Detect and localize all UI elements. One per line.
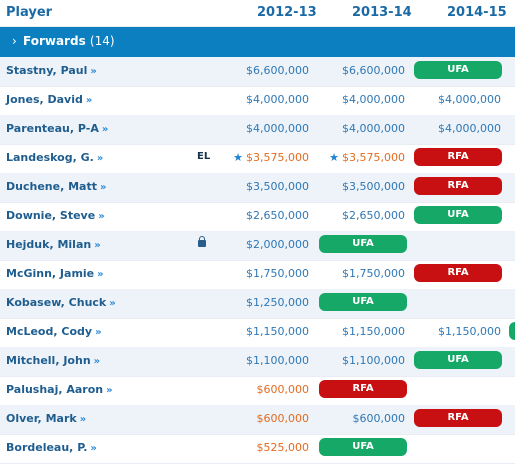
salary-2012-13: $2,000,000 [246, 238, 309, 251]
salary-2014-15: $1,150,000 [438, 325, 501, 338]
player-name-link[interactable]: Duchene, Matt» [6, 180, 107, 193]
arrow-icon: » [93, 356, 101, 367]
status-badge: UFA [319, 293, 407, 311]
player-name-link[interactable]: Parenteau, P-A» [6, 122, 109, 135]
status-badge: UFA [414, 61, 502, 79]
table-row: Bordeleau, P.» $525,000 UFA [0, 434, 515, 464]
status-badge: UFA [319, 438, 407, 456]
salary-2013-14: $4,000,000 [342, 93, 405, 106]
year-2013-14-header[interactable]: 2013-14 [352, 5, 412, 20]
arrow-icon: » [85, 95, 93, 106]
player-name-link[interactable]: McGinn, Jamie» [6, 267, 104, 280]
salary-2013-14: $1,150,000 [342, 325, 405, 338]
status-badge: RFA [414, 177, 502, 195]
player-column-header[interactable]: Player [6, 5, 53, 20]
arrow-icon: » [90, 66, 97, 77]
table-header: Player 2012-13 2013-14 2014-15 [0, 0, 515, 27]
arrow-icon: » [94, 240, 101, 251]
salary-2013-14: $600,000 [352, 412, 406, 425]
salary-2012-13: $6,600,000 [246, 64, 309, 77]
salary-2012-13: $4,000,000 [246, 93, 309, 106]
player-name-link[interactable]: Downie, Steve» [6, 209, 105, 222]
arrow-icon: » [98, 211, 105, 222]
salary-2012-13: $1,100,000 [246, 354, 309, 367]
salary-2012-13: $600,000 [256, 383, 310, 396]
status-badge: UFA [414, 351, 502, 369]
table-row: Palushaj, Aaron» $600,000 RFA [0, 376, 515, 406]
arrow-icon: » [96, 153, 104, 164]
table-row: Olver, Mark» $600,000 $600,000 RFA [0, 405, 515, 435]
table-row: McGinn, Jamie» $1,750,000 $1,750,000 RFA [0, 260, 515, 290]
status-badge: RFA [414, 409, 502, 427]
salary-2013-14: $2,650,000 [342, 209, 405, 222]
salary-2013-14: $3,500,000 [342, 180, 405, 193]
table-row: Hejduk, Milan» $2,000,000 UFA [0, 231, 515, 261]
arrow-icon: » [101, 124, 109, 135]
status-badge: RFA [319, 380, 407, 398]
table-row: Landeskog, G.» EL ★ $3,575,000 ★ $3,575,00… [0, 144, 515, 174]
salary-2013-14: ★ $3,575,000 [329, 151, 405, 164]
salary-2014-15: $4,000,000 [438, 93, 501, 106]
table-row: Duchene, Matt» $3,500,000 $3,500,000 RFA [0, 173, 515, 203]
player-name-link[interactable]: Hejduk, Milan» [6, 238, 101, 251]
player-name-link[interactable]: Bordeleau, P.» [6, 441, 97, 454]
player-name-link[interactable]: Kobasew, Chuck» [6, 296, 116, 309]
table-row: Jones, David» $4,000,000 $4,000,000 $4,0… [0, 86, 515, 116]
arrow-icon: » [90, 443, 97, 454]
salary-2012-13: $1,750,000 [246, 267, 309, 280]
player-name-link[interactable]: Stastny, Paul» [6, 64, 97, 77]
chevron-right-icon: › [12, 34, 17, 48]
lock-icon [198, 236, 206, 247]
salary-2012-13: $1,150,000 [246, 325, 309, 338]
salary-2012-13: $3,500,000 [246, 180, 309, 193]
section-title: Forwards (14) [23, 34, 115, 48]
player-name-link[interactable]: Jones, David» [6, 93, 93, 106]
table-row: Kobasew, Chuck» $1,250,000 UFA [0, 289, 515, 319]
table-row: McLeod, Cody» $1,150,000 $1,150,000 $1,1… [0, 318, 515, 348]
arrow-icon: » [99, 182, 107, 193]
player-name-link[interactable]: Olver, Mark» [6, 412, 87, 425]
status-badge: UFA [414, 206, 502, 224]
salary-2013-14: $1,100,000 [342, 354, 405, 367]
table-row: Stastny, Paul» $6,600,000 $6,600,000 UFA [0, 57, 515, 87]
entry-level-badge: EL [197, 151, 211, 162]
table-row: Downie, Steve» $2,650,000 $2,650,000 UFA [0, 202, 515, 232]
salary-2014-15: $4,000,000 [438, 122, 501, 135]
arrow-icon: » [109, 298, 116, 309]
salary-2012-13: $525,000 [256, 441, 310, 454]
salary-2012-13: ★ $3,575,000 [233, 151, 309, 164]
salary-2012-13: $4,000,000 [246, 122, 309, 135]
year-2012-13-header[interactable]: 2012-13 [257, 5, 317, 20]
arrow-icon: » [106, 385, 113, 396]
player-name-link[interactable]: Mitchell, John» [6, 354, 101, 367]
player-name-link[interactable]: Palushaj, Aaron» [6, 383, 113, 396]
next-season-badge-edge [509, 322, 515, 340]
section-label: Forwards [23, 34, 86, 48]
player-name-link[interactable]: McLeod, Cody» [6, 325, 102, 338]
status-badge: RFA [414, 264, 502, 282]
salary-2012-13: $2,650,000 [246, 209, 309, 222]
section-count: (14) [89, 34, 115, 48]
salary-2012-13: $1,250,000 [246, 296, 309, 309]
salary-2013-14: $6,600,000 [342, 64, 405, 77]
star-icon: ★ [329, 151, 340, 164]
arrow-icon: » [79, 414, 87, 425]
year-2014-15-header[interactable]: 2014-15 [447, 5, 507, 20]
status-badge: RFA [414, 148, 502, 166]
player-name-link[interactable]: Landeskog, G.» [6, 151, 104, 164]
status-badge: UFA [319, 235, 407, 253]
forwards-section-header[interactable]: › Forwards (14) [0, 27, 515, 57]
table-row: Mitchell, John» $1,100,000 $1,100,000 UF… [0, 347, 515, 377]
star-icon: ★ [233, 151, 244, 164]
arrow-icon: » [95, 327, 102, 338]
salary-2012-13: $600,000 [256, 412, 310, 425]
arrow-icon: » [97, 269, 104, 280]
salary-2013-14: $1,750,000 [342, 267, 405, 280]
salary-2013-14: $4,000,000 [342, 122, 405, 135]
table-row: Parenteau, P-A» $4,000,000 $4,000,000 $4… [0, 115, 515, 145]
